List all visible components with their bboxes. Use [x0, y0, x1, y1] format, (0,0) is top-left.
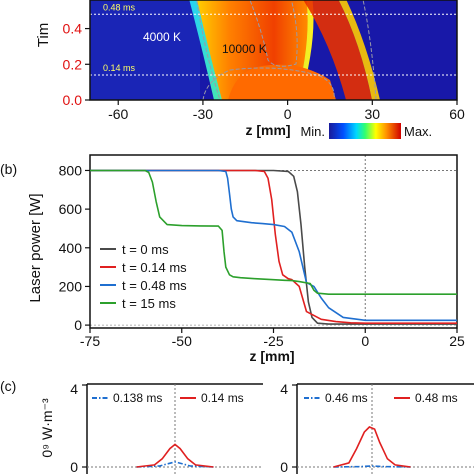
subplot-lines [333, 426, 411, 468]
panel-c-label: (c) [0, 378, 16, 394]
legend-label: t = 0.48 ms [122, 278, 187, 293]
x-tick-label: 25 [449, 333, 465, 349]
x-tick-label: 60 [449, 106, 465, 122]
y-tick-label: 0.2 [63, 56, 83, 72]
y-tick-label: 4 [280, 381, 288, 397]
time-marker-label: 0.48 ms [103, 2, 136, 12]
heatmap-frame [89, 0, 458, 101]
legend-label: t = 15 ms [122, 296, 176, 311]
laser-power-lines [90, 169, 457, 325]
legend-label: 0.46 ms [325, 391, 368, 405]
series-line [136, 443, 214, 468]
series-line [90, 169, 457, 296]
series-line [90, 169, 457, 325]
heatmap-axes: 0.48 ms 0.14 ms -60 -30 0 30 60 0.0 0.2 0.4 [63, 0, 465, 122]
laser-power-legend: t = 0 ms t = 0.14 ms t = 0.48 ms t = 15 ms [100, 242, 187, 311]
power-density-panel: (c) 0⁹ W·m⁻³ 4 0 0.138 ms 0.14 ms 4 0 0.46 ms 0… [0, 378, 474, 474]
colorbar-max-label: Max. [404, 124, 432, 139]
y-tick-label: 4 [70, 381, 78, 397]
power-density-subplot: 4 0 0.138 ms 0.14 ms [70, 381, 263, 474]
power-density-subplot: 4 0 0.46 ms 0.48 ms [280, 381, 474, 474]
power-density-subplots: 4 0 0.138 ms 0.14 ms 4 0 0.46 ms 0.48 ms [70, 381, 474, 474]
y-tick-label: 800 [59, 162, 83, 178]
y-tick-label: 0.4 [63, 21, 83, 37]
x-tick-label: -30 [193, 106, 213, 122]
subplot-lines [136, 443, 214, 468]
heatmap-image [90, 0, 457, 100]
colorbar: Min. Max. [300, 123, 432, 139]
x-tick-label: 0 [361, 333, 369, 349]
y-tick-label: 200 [59, 278, 83, 294]
series-line [136, 461, 214, 468]
heatmap-ylabel: Tim [35, 23, 52, 47]
y-tick-label: 0 [74, 317, 82, 333]
x-tick-label: -25 [263, 333, 283, 349]
series-line [90, 169, 457, 322]
x-tick-label: -50 [172, 333, 192, 349]
heatmap-panel: 0.48 ms 0.14 ms -60 -30 0 30 60 0.0 0.2 0.4 4000 … [35, 0, 465, 139]
series-line [333, 426, 411, 468]
legend-label: 0.48 ms [415, 391, 458, 405]
power-density-ylabel: 0⁹ W·m⁻³ [39, 398, 55, 458]
heatmap-annotation-10000k: 10000 K [222, 42, 267, 56]
y-tick-label: 600 [59, 201, 83, 217]
laser-power-panel: (b) -75 -50 -25 0 25 0 200 400 600 800 Laser powe… [0, 154, 465, 364]
series-line [333, 465, 411, 468]
colorbar-min-label: Min. [300, 124, 325, 139]
x-tick-label: 0 [284, 106, 292, 122]
heatmap-xlabel: z [mm] [245, 122, 290, 138]
laser-power-xlabel: z [mm] [249, 348, 294, 364]
colorbar-gradient [329, 123, 401, 139]
laser-power-ylabel: Laser power [W] [27, 193, 44, 302]
heatmap-annotation-4000k: 4000 K [143, 30, 181, 44]
x-tick-label: -75 [80, 333, 100, 349]
y-tick-label: 0.0 [63, 92, 83, 108]
y-tick-label: 0 [70, 459, 78, 474]
legend-label: 0.138 ms [113, 391, 162, 405]
legend-label: 0.14 ms [201, 391, 244, 405]
legend-label: t = 0 ms [122, 242, 169, 257]
y-tick-label: 400 [59, 240, 83, 256]
panel-b-label: (b) [0, 161, 17, 177]
time-marker-label: 0.14 ms [103, 63, 136, 73]
legend-label: t = 0.14 ms [122, 260, 187, 275]
x-tick-label: -60 [108, 106, 128, 122]
x-tick-label: 30 [365, 106, 381, 122]
series-line [90, 169, 457, 325]
y-tick-label: 0 [280, 459, 288, 474]
